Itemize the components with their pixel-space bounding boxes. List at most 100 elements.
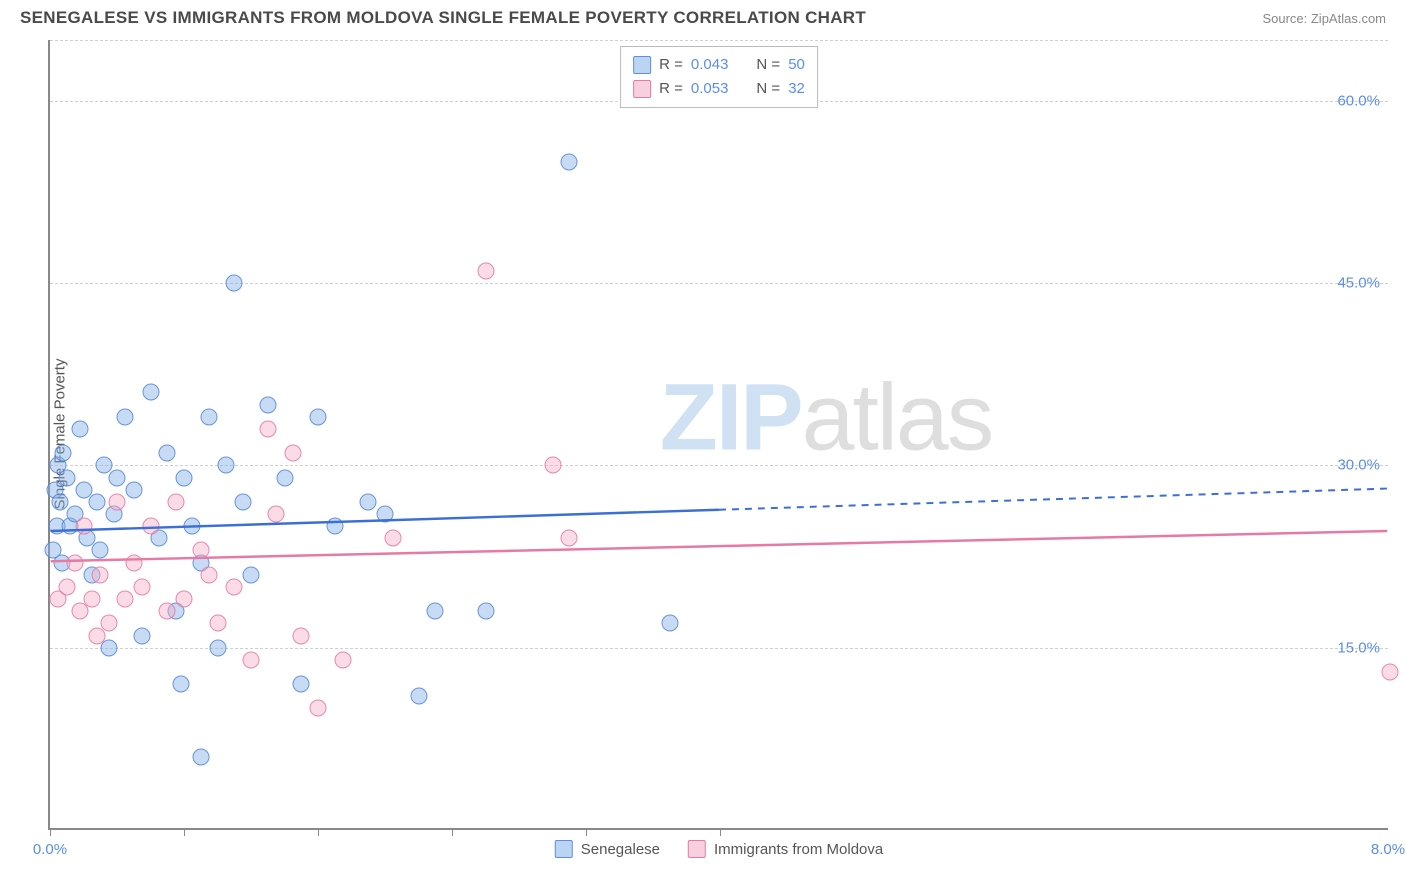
data-point <box>142 384 159 401</box>
series-legend: Senegalese Immigrants from Moldova <box>555 840 883 858</box>
data-point <box>176 591 193 608</box>
data-point <box>55 445 72 462</box>
data-point <box>159 445 176 462</box>
data-point <box>184 518 201 535</box>
data-point <box>100 615 117 632</box>
data-point <box>284 445 301 462</box>
swatch-pink-icon <box>633 80 651 98</box>
n-label: N = <box>756 53 780 77</box>
scatter-chart: Single Female Poverty ZIPatlas 15.0%30.0… <box>48 40 1388 830</box>
y-tick-label: 30.0% <box>1337 457 1380 474</box>
data-point <box>544 457 561 474</box>
n-value: 50 <box>788 53 805 77</box>
data-point <box>377 506 394 523</box>
data-point <box>243 651 260 668</box>
x-max-label: 8.0% <box>1371 841 1405 858</box>
x-tick <box>720 828 721 836</box>
y-tick-label: 45.0% <box>1337 275 1380 292</box>
n-label: N = <box>756 77 780 101</box>
data-point <box>88 493 105 510</box>
x-tick <box>318 828 319 836</box>
n-value: 32 <box>788 77 805 101</box>
data-point <box>293 627 310 644</box>
legend-item-senegalese: Senegalese <box>555 840 660 858</box>
data-point <box>276 469 293 486</box>
x-tick <box>452 828 453 836</box>
data-point <box>561 153 578 170</box>
data-point <box>477 262 494 279</box>
legend-label: Immigrants from Moldova <box>714 841 883 858</box>
data-point <box>92 542 109 559</box>
data-point <box>293 676 310 693</box>
data-point <box>427 603 444 620</box>
data-point <box>125 554 142 571</box>
data-point <box>192 749 209 766</box>
data-point <box>326 518 343 535</box>
data-point <box>226 275 243 292</box>
data-point <box>125 481 142 498</box>
data-point <box>192 542 209 559</box>
data-point <box>259 420 276 437</box>
watermark-suffix: atlas <box>802 365 993 471</box>
data-point <box>58 578 75 595</box>
data-point <box>360 493 377 510</box>
r-label: R = <box>659 53 683 77</box>
gridline <box>50 465 1388 466</box>
data-point <box>167 493 184 510</box>
data-point <box>92 566 109 583</box>
x-tick <box>586 828 587 836</box>
data-point <box>159 603 176 620</box>
data-point <box>142 518 159 535</box>
data-point <box>310 700 327 717</box>
x-min-label: 0.0% <box>33 841 67 858</box>
legend-item-moldova: Immigrants from Moldova <box>688 840 883 858</box>
trend-line-solid <box>51 531 1388 561</box>
y-tick-label: 60.0% <box>1337 92 1380 109</box>
data-point <box>385 530 402 547</box>
data-point <box>310 408 327 425</box>
legend-row-senegalese: R = 0.043 N = 50 <box>633 53 805 77</box>
trend-line-dashed <box>719 489 1387 510</box>
r-label: R = <box>659 77 683 101</box>
data-point <box>209 615 226 632</box>
data-point <box>109 493 126 510</box>
gridline <box>50 283 1388 284</box>
data-point <box>1382 664 1399 681</box>
legend-label: Senegalese <box>581 841 660 858</box>
data-point <box>172 676 189 693</box>
data-point <box>259 396 276 413</box>
data-point <box>134 578 151 595</box>
data-point <box>83 591 100 608</box>
data-point <box>661 615 678 632</box>
data-point <box>243 566 260 583</box>
watermark: ZIPatlas <box>660 364 992 473</box>
gridline <box>50 648 1388 649</box>
watermark-prefix: ZIP <box>660 365 802 471</box>
correlation-legend: R = 0.043 N = 50 R = 0.053 N = 32 <box>620 46 818 108</box>
data-point <box>176 469 193 486</box>
swatch-blue-icon <box>555 840 573 858</box>
data-point <box>58 469 75 486</box>
data-point <box>561 530 578 547</box>
chart-header: SENEGALESE VS IMMIGRANTS FROM MOLDOVA SI… <box>0 0 1406 32</box>
data-point <box>72 420 89 437</box>
data-point <box>209 639 226 656</box>
y-tick-label: 15.0% <box>1337 639 1380 656</box>
swatch-pink-icon <box>688 840 706 858</box>
data-point <box>410 688 427 705</box>
data-point <box>67 554 84 571</box>
r-value: 0.053 <box>691 77 729 101</box>
trend-lines <box>50 40 1388 828</box>
data-point <box>335 651 352 668</box>
swatch-blue-icon <box>633 56 651 74</box>
data-point <box>477 603 494 620</box>
source-attribution: Source: ZipAtlas.com <box>1262 11 1386 26</box>
chart-title: SENEGALESE VS IMMIGRANTS FROM MOLDOVA SI… <box>20 8 866 28</box>
x-tick <box>184 828 185 836</box>
legend-row-moldova: R = 0.053 N = 32 <box>633 77 805 101</box>
r-value: 0.043 <box>691 53 729 77</box>
data-point <box>52 493 69 510</box>
data-point <box>134 627 151 644</box>
data-point <box>217 457 234 474</box>
data-point <box>201 408 218 425</box>
